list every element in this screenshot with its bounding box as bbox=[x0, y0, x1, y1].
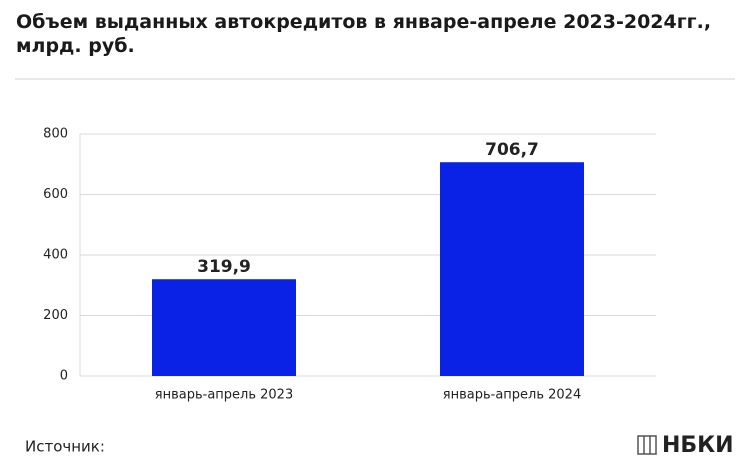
source: Источник: bbox=[25, 438, 105, 456]
bar bbox=[152, 279, 296, 376]
x-tick-label: январь-апрель 2024 bbox=[443, 388, 581, 403]
y-tick-label: 800 bbox=[43, 127, 68, 142]
y-tick-label: 400 bbox=[43, 248, 68, 263]
logo: НБКИ bbox=[662, 433, 734, 458]
y-tick-label: 600 bbox=[43, 187, 68, 202]
x-tick-label: январь-апрель 2023 bbox=[155, 388, 293, 403]
logo-icon bbox=[637, 435, 657, 455]
y-tick-label: 0 bbox=[60, 369, 68, 384]
chart-title: Объем выданных автокредитов в январе-апр… bbox=[16, 11, 712, 57]
value-label: 706,7 bbox=[485, 140, 539, 160]
bar bbox=[440, 162, 584, 376]
y-tick-label: 200 bbox=[43, 308, 68, 323]
value-label: 319,9 bbox=[197, 257, 251, 277]
